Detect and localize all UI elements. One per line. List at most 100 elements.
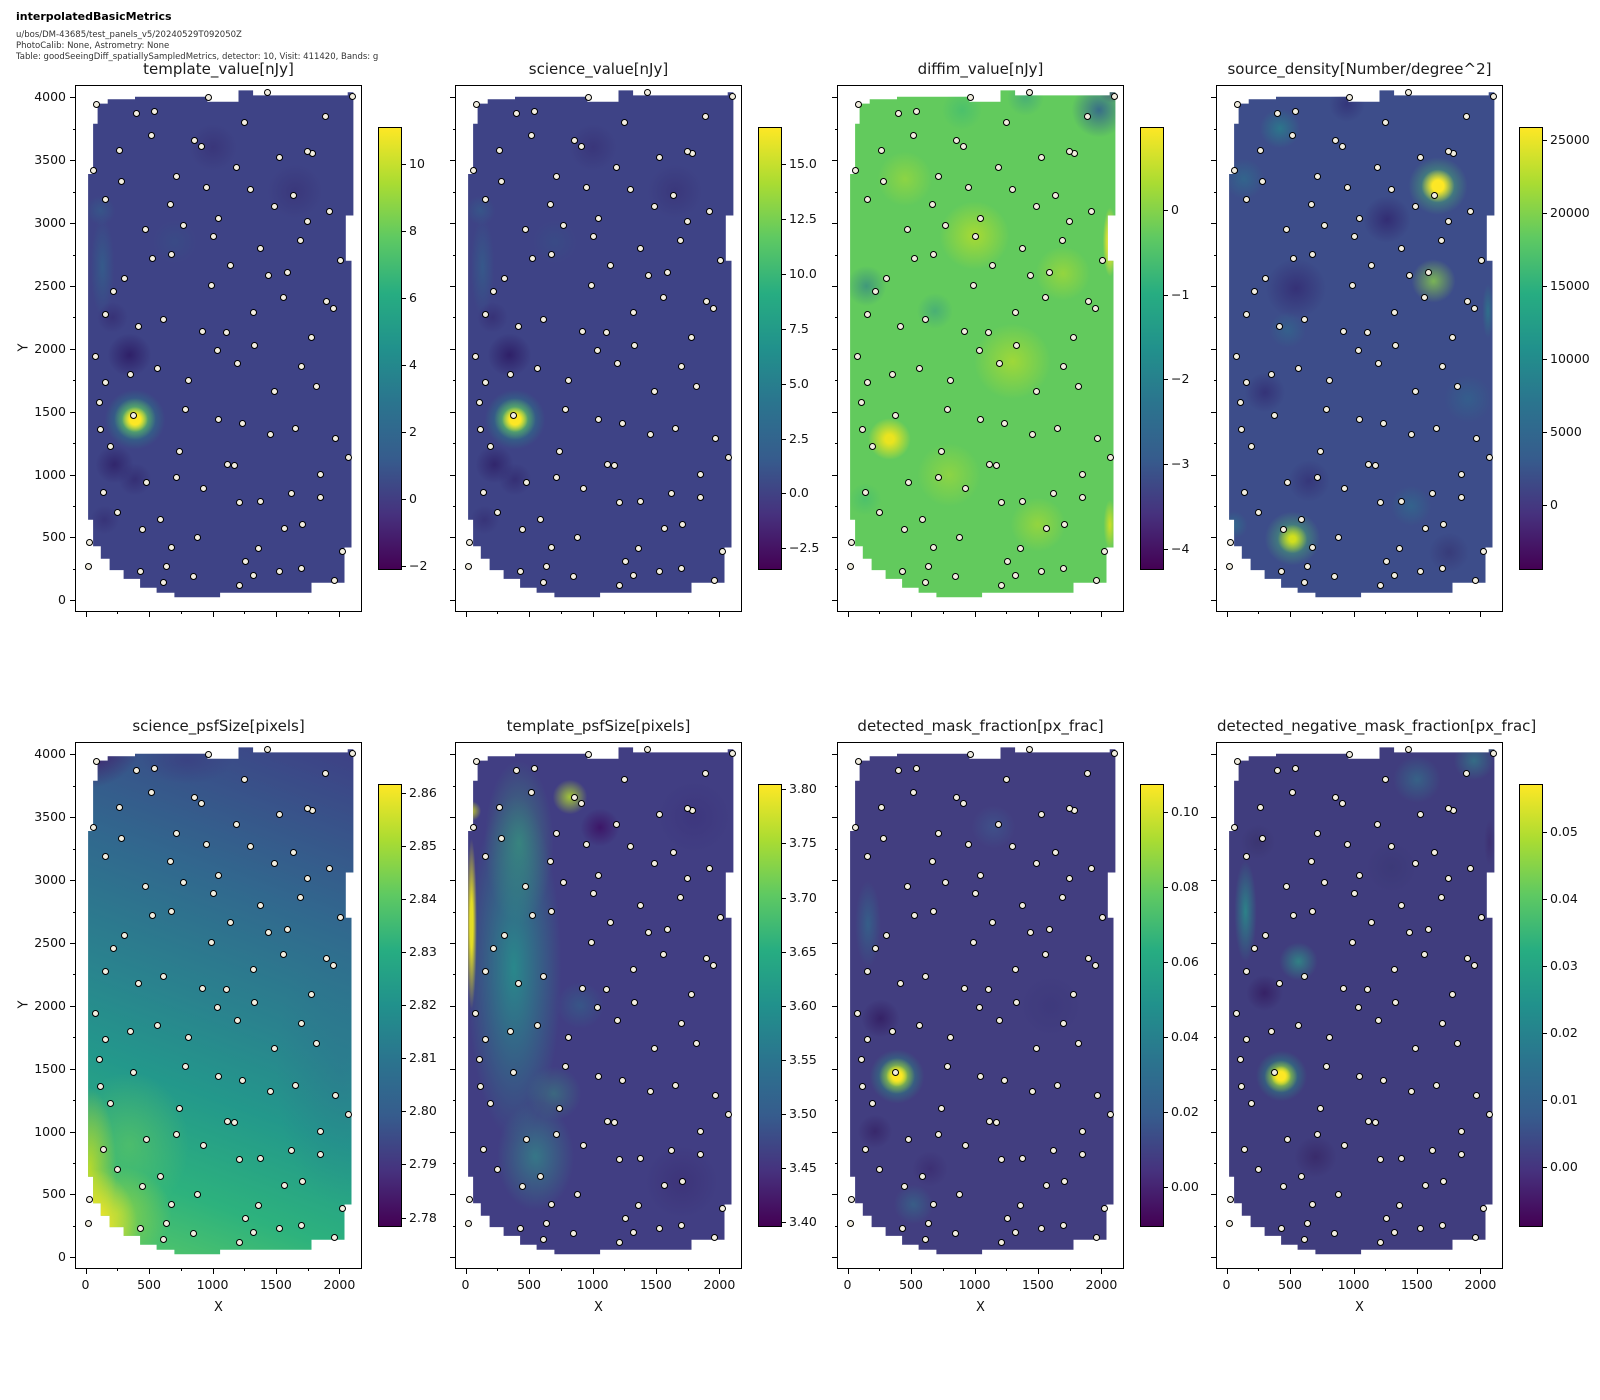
sample-point: [606, 919, 614, 927]
sample-point: [236, 1238, 244, 1246]
y-tick: [70, 817, 76, 819]
sample-point: [892, 1069, 900, 1076]
sample-point: [670, 191, 678, 199]
sample-point: [903, 882, 911, 890]
sample-point: [93, 101, 101, 109]
x-tick-label: 500: [517, 1277, 541, 1292]
x-minor-tick: [244, 611, 246, 614]
sample-point: [1351, 890, 1359, 898]
sample-point: [969, 282, 977, 290]
sample-point: [955, 1190, 963, 1198]
sample-point: [676, 237, 684, 245]
sample-point: [337, 257, 345, 265]
sample-point: [1304, 562, 1312, 570]
sample-point: [510, 412, 518, 419]
y-tick: [832, 1131, 838, 1133]
sample-point: [135, 322, 143, 330]
sample-point: [465, 1196, 473, 1203]
sample-point: [578, 984, 586, 992]
y-tick: [1211, 1257, 1217, 1259]
colorbar-tick: [401, 231, 406, 232]
sample-point: [148, 788, 155, 796]
sample-point: [323, 297, 331, 305]
sample-point: [1355, 1003, 1362, 1011]
sample-point: [1408, 430, 1416, 438]
sample-point: [1226, 1196, 1234, 1203]
sample-point: [1466, 208, 1474, 216]
sample-point: [197, 142, 205, 150]
x-minor-tick: [1258, 1268, 1260, 1271]
sample-point: [651, 860, 659, 868]
x-minor-tick: [560, 611, 562, 614]
sample-point: [150, 107, 158, 115]
sample-point: [271, 860, 279, 868]
sample-point: [941, 879, 949, 887]
panel-title-detected_mask_fraction: detected_mask_fraction[px_frac]: [857, 717, 1104, 735]
sample-point: [257, 497, 265, 505]
sample-point: [1395, 1202, 1403, 1210]
sample-point: [1454, 383, 1462, 390]
colorbar-tick: [1542, 899, 1547, 901]
sample-point: [1398, 1154, 1406, 1162]
sample-point: [473, 101, 481, 109]
sample-point: [528, 131, 535, 139]
sample-point: [96, 399, 103, 407]
sample-point: [1045, 925, 1053, 933]
y-minor-tick: [1214, 380, 1217, 382]
sample-point: [1257, 803, 1265, 811]
sample-point: [559, 879, 567, 887]
x-minor-tick: [687, 611, 689, 614]
y-tick: [1211, 285, 1217, 287]
colorbar-tick-label: −4: [1171, 540, 1190, 556]
colorbar-tick-label: 0.03: [1550, 958, 1578, 973]
sample-point: [1485, 1110, 1493, 1118]
sample-point: [935, 830, 943, 837]
y-axis-label: Y: [16, 343, 32, 351]
sample-point: [855, 101, 863, 109]
colorbar-tick: [781, 164, 786, 166]
colorbar-source_density: [1519, 127, 1543, 570]
sample-point: [656, 811, 664, 819]
x-minor-tick: [560, 1268, 562, 1271]
heat-feature: [1100, 194, 1116, 290]
y-minor-tick: [73, 443, 76, 445]
sample-point: [582, 841, 590, 849]
sample-point: [1338, 142, 1346, 150]
sample-point: [254, 545, 262, 553]
sample-point: [501, 931, 509, 939]
colorbar-tick-label: 2: [409, 424, 417, 440]
sample-point: [1438, 362, 1446, 370]
sample-point: [1091, 305, 1099, 313]
heat-feature: [492, 457, 538, 503]
sample-point: [941, 222, 949, 230]
x-tick-label: 1000: [196, 1277, 229, 1292]
sample-point: [1297, 516, 1305, 524]
colorbar-tick-label: 2.80: [409, 1103, 437, 1119]
sample-point: [1276, 979, 1284, 987]
sample-point: [139, 526, 147, 534]
sample-point: [614, 1017, 622, 1025]
sample-point: [590, 890, 598, 898]
y-minor-tick: [73, 1100, 76, 1102]
colorbar-detected_mask_fraction: [1140, 784, 1164, 1227]
run-collection: u/bos/DM-43685/test_panels_v5/20240529T0…: [16, 30, 242, 40]
sample-point: [693, 383, 701, 390]
sample-point: [1295, 1022, 1303, 1030]
sample-point: [283, 925, 291, 933]
sample-point: [149, 911, 157, 919]
sample-point: [126, 1027, 134, 1035]
sample-point: [182, 405, 190, 413]
sample-point: [1085, 297, 1093, 305]
sample-point: [1325, 1033, 1333, 1041]
sample-point: [960, 327, 968, 335]
y-minor-tick: [1214, 1100, 1217, 1102]
sample-point: [1011, 965, 1019, 973]
sample-point: [643, 745, 651, 753]
y-minor-tick: [1214, 974, 1217, 976]
sample-point: [323, 954, 331, 962]
colorbar-tick: [781, 383, 786, 385]
sample-point: [515, 979, 523, 987]
x-minor-tick: [1069, 611, 1071, 614]
colorbar-tick-label: 3.55: [789, 1051, 817, 1067]
colorbar-tick-label: 0.05: [1550, 824, 1578, 840]
